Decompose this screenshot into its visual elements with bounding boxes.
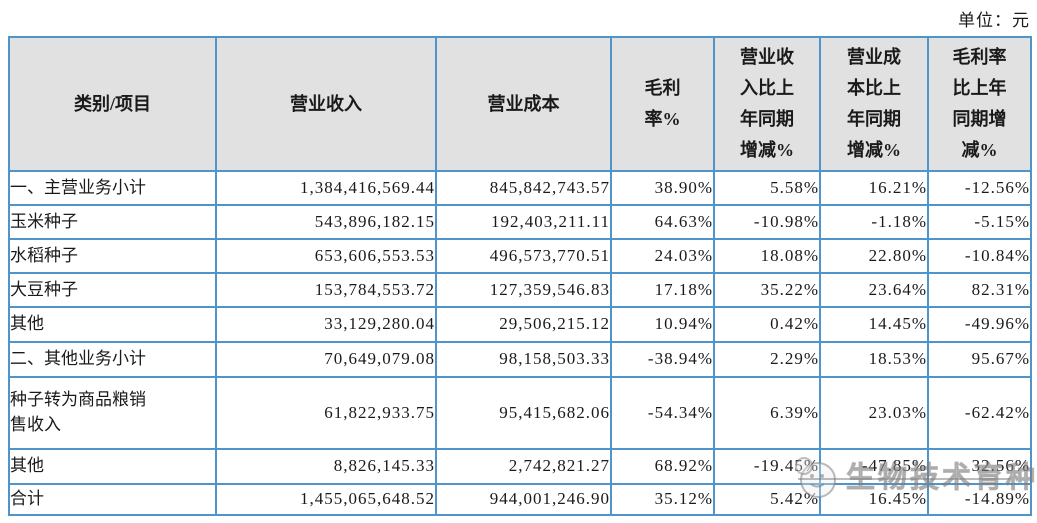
cell-label: 合计 [8,483,217,516]
table-header-row: 类别/项目 营业收入 营业成本 毛利 率% 营业收 入比上 年同期 增减% 营业… [8,36,1032,172]
cell-margin-yoy: 95.67% [927,341,1032,378]
cell-revenue-yoy: 35.22% [713,272,821,308]
cell-cost-yoy: 16.21% [819,170,929,206]
col-header-margin-yoy: 毛利率 比上年 同期增 减% [927,36,1032,172]
cell-cost: 95,415,682.06 [435,376,612,450]
cell-cost-yoy: -1.18% [819,204,929,240]
cell-label: 种子转为商品粮销 售收入 [8,376,217,450]
cell-cost: 496,573,770.51 [435,238,612,274]
cell-label: 其他 [8,448,217,485]
cell-margin: -38.94% [610,341,715,378]
unit-label: 单位：元 [958,11,1030,30]
table-row: 水稻种子 653,606,553.53 496,573,770.51 24.03… [8,238,1032,274]
cell-revenue: 33,129,280.04 [215,306,437,343]
cell-revenue: 61,822,933.75 [215,376,437,450]
col-header-revenue-yoy: 营业收 入比上 年同期 增减% [713,36,821,172]
cell-margin: 24.03% [610,238,715,274]
table-row: 二、其他业务小计 70,649,079.08 98,158,503.33 -38… [8,341,1032,378]
table-row-total: 合计 1,455,065,648.52 944,001,246.90 35.12… [8,483,1032,516]
cell-margin: -54.34% [610,376,715,450]
cell-margin: 10.94% [610,306,715,343]
cell-cost-yoy: 23.64% [819,272,929,308]
cell-cost: 944,001,246.90 [435,483,612,516]
cell-label: 二、其他业务小计 [8,341,217,378]
table-row: 玉米种子 543,896,182.15 192,403,211.11 64.63… [8,204,1032,240]
cell-label: 一、主营业务小计 [8,170,217,206]
cell-cost: 127,359,546.83 [435,272,612,308]
cell-revenue-yoy: 0.42% [713,306,821,343]
cell-margin: 38.90% [610,170,715,206]
col-header-revenue: 营业收入 [215,36,437,172]
cell-label: 水稻种子 [8,238,217,274]
cell-margin-yoy: -62.42% [927,376,1032,450]
cell-margin: 68.92% [610,448,715,485]
cell-revenue: 8,826,145.33 [215,448,437,485]
col-header-category: 类别/项目 [8,36,217,172]
cell-cost: 29,506,215.12 [435,306,612,343]
col-header-cost: 营业成本 [435,36,612,172]
cell-margin-yoy: -12.56% [927,170,1032,206]
cell-margin: 35.12% [610,483,715,516]
cell-revenue-yoy: 6.39% [713,376,821,450]
cell-label: 其他 [8,306,217,343]
cell-revenue-yoy: -10.98% [713,204,821,240]
cell-revenue-yoy: 5.42% [713,483,821,516]
col-header-cost-yoy: 营业成 本比上 年同期 增减% [819,36,929,172]
cell-revenue: 1,384,416,569.44 [215,170,437,206]
cell-margin-yoy: -10.84% [927,238,1032,274]
cell-margin: 64.63% [610,204,715,240]
cell-revenue-yoy: 18.08% [713,238,821,274]
cell-revenue-yoy: 2.29% [713,341,821,378]
cell-cost: 98,158,503.33 [435,341,612,378]
cell-label: 大豆种子 [8,272,217,308]
cell-margin-yoy: 82.31% [927,272,1032,308]
table-row: 种子转为商品粮销 售收入 61,822,933.75 95,415,682.06… [8,376,1032,450]
cell-cost-yoy: 16.45% [819,483,929,516]
cell-cost: 2,742,821.27 [435,448,612,485]
revenue-breakdown-table: 类别/项目 营业收入 营业成本 毛利 率% 营业收 入比上 年同期 增减% 营业… [8,36,1032,516]
cell-cost-yoy: 18.53% [819,341,929,378]
col-header-margin: 毛利 率% [610,36,715,172]
cell-cost-yoy: 23.03% [819,376,929,450]
cell-revenue: 1,455,065,648.52 [215,483,437,516]
table-row: 一、主营业务小计 1,384,416,569.44 845,842,743.57… [8,170,1032,206]
cell-revenue-yoy: 5.58% [713,170,821,206]
table-row: 其他 33,129,280.04 29,506,215.12 10.94% 0.… [8,306,1032,343]
table-row: 大豆种子 153,784,553.72 127,359,546.83 17.18… [8,272,1032,308]
cell-revenue: 653,606,553.53 [215,238,437,274]
cell-revenue: 543,896,182.15 [215,204,437,240]
cell-margin-yoy: -14.89% [927,483,1032,516]
cell-margin: 17.18% [610,272,715,308]
cell-cost: 845,842,743.57 [435,170,612,206]
cell-cost-yoy: -47.85% [819,448,929,485]
cell-cost-yoy: 14.45% [819,306,929,343]
cell-revenue: 70,649,079.08 [215,341,437,378]
table-row: 其他 8,826,145.33 2,742,821.27 68.92% -19.… [8,448,1032,485]
cell-margin-yoy: -49.96% [927,306,1032,343]
cell-revenue-yoy: -19.45% [713,448,821,485]
cell-label: 玉米种子 [8,204,217,240]
cell-revenue: 153,784,553.72 [215,272,437,308]
cell-margin-yoy: -5.15% [927,204,1032,240]
cell-cost: 192,403,211.11 [435,204,612,240]
cell-cost-yoy: 22.80% [819,238,929,274]
cell-margin-yoy: 32.56% [927,448,1032,485]
